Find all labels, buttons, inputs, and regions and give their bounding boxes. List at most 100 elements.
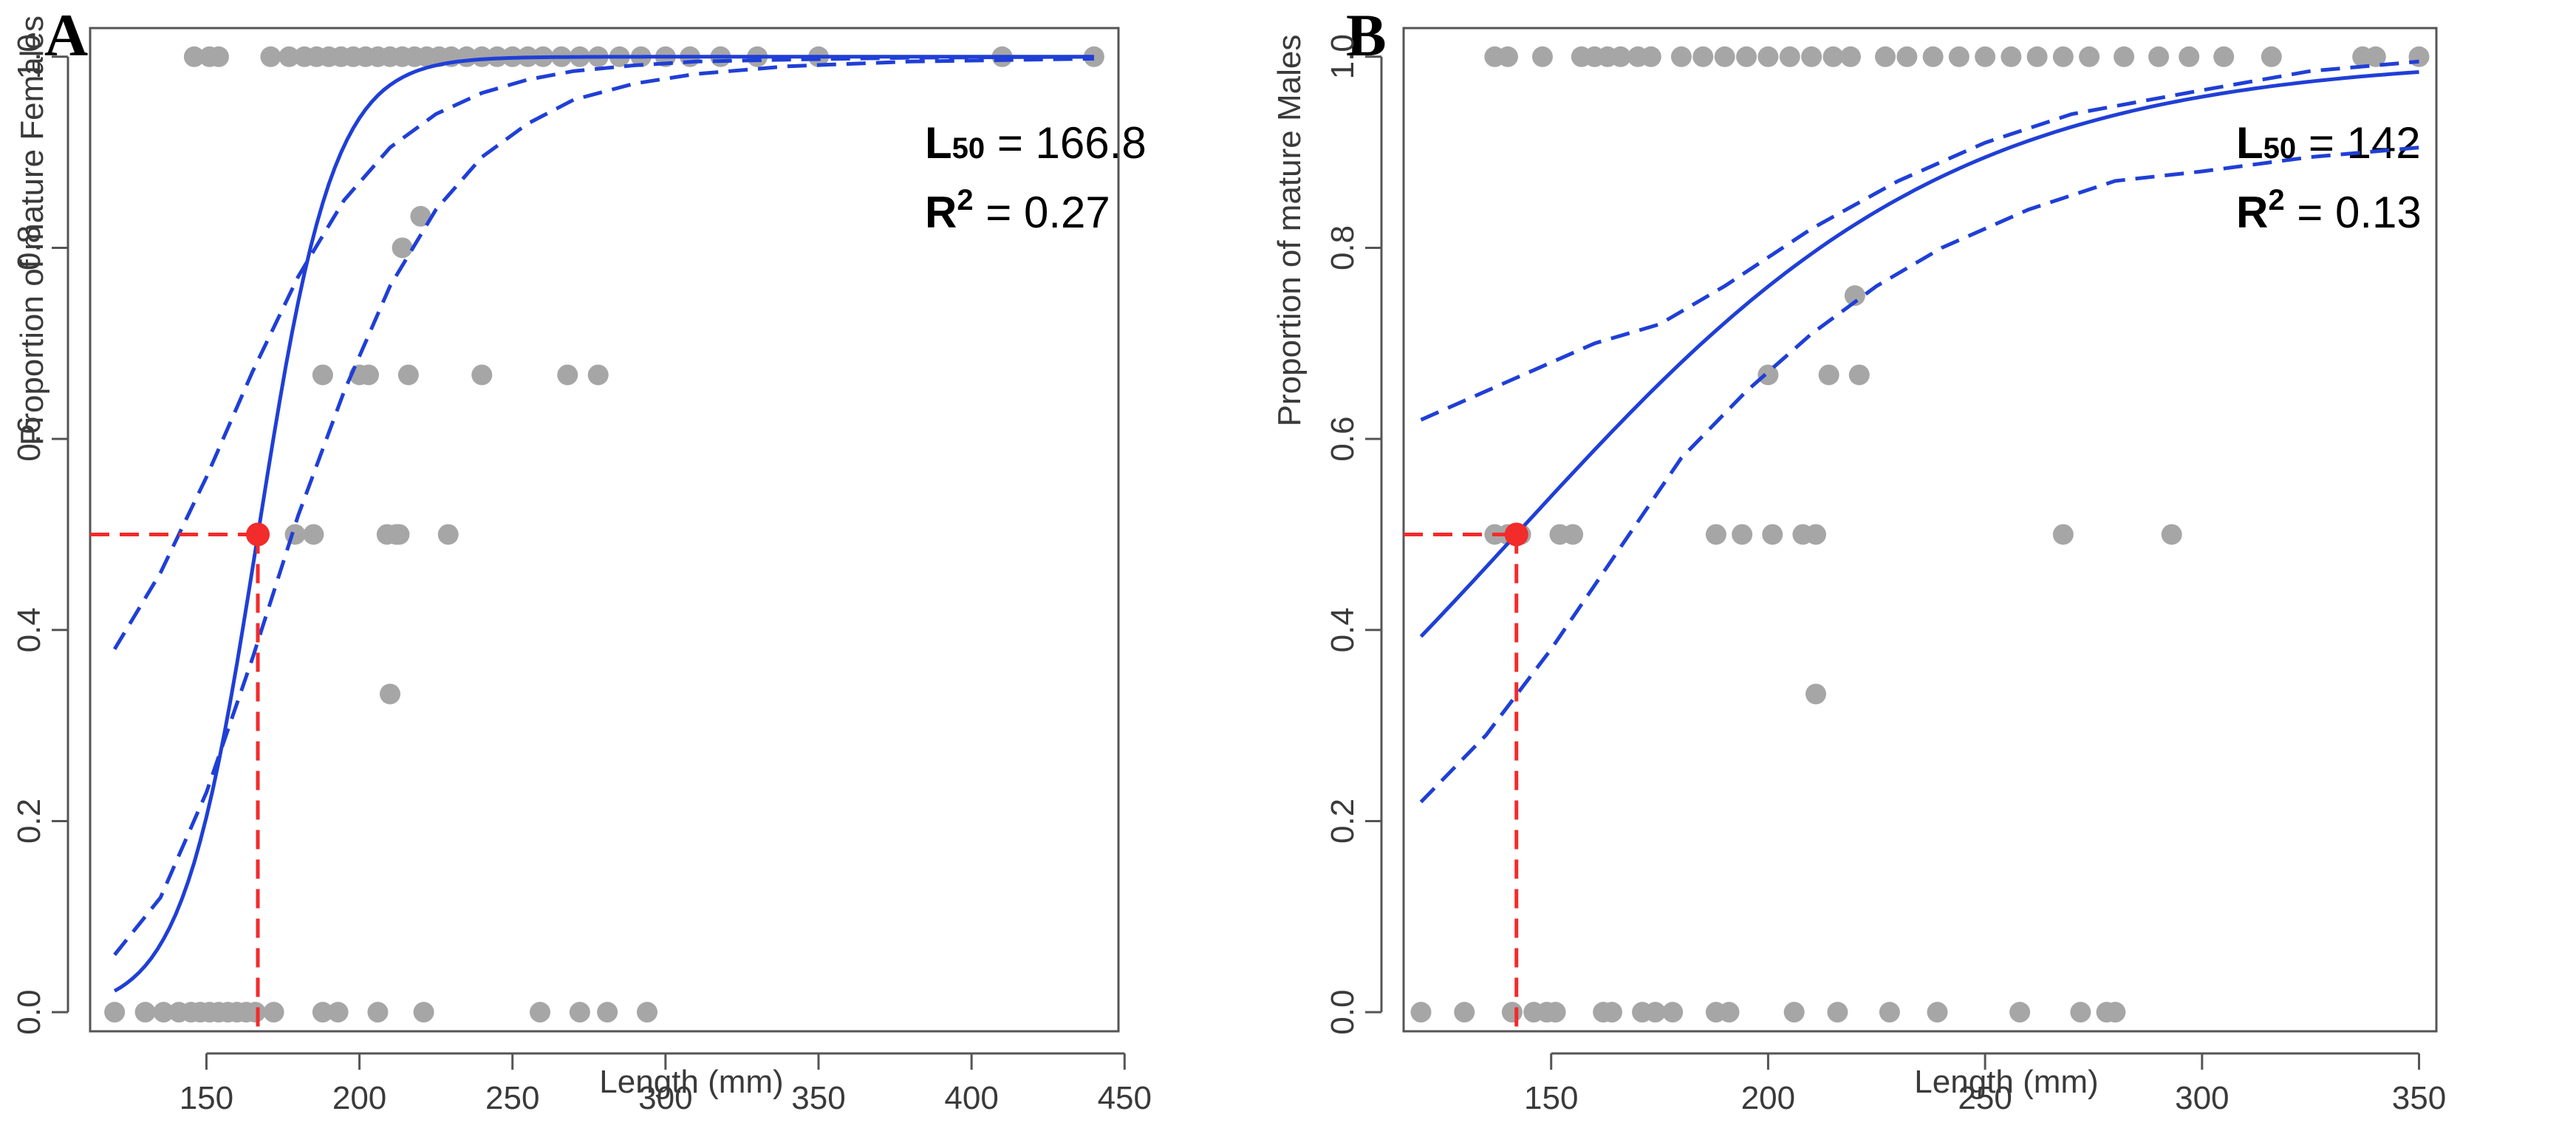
panel-b-data-point bbox=[1692, 46, 1714, 67]
panel-b-data-point bbox=[1714, 46, 1735, 67]
panel-a-x-tick-label: 150 bbox=[180, 1080, 233, 1116]
panel-a-data-point bbox=[413, 1002, 434, 1023]
panel-b-data-point bbox=[1879, 1002, 1900, 1023]
panel-a-data-point bbox=[587, 364, 609, 386]
panel-a-x-tick-label: 200 bbox=[332, 1080, 386, 1116]
panel-a-fitted-curve bbox=[113, 55, 1094, 993]
panel-b-data-point bbox=[1818, 364, 1839, 386]
panel-b-data-point bbox=[1975, 46, 1996, 67]
panel-a-y-tick-label: 0.4 bbox=[11, 607, 47, 652]
panel-b-y-axis-label: Proportion of mature Males bbox=[1271, 35, 1308, 427]
panel-b-data-point bbox=[2148, 46, 2170, 67]
panel-b-r2-symbol: R bbox=[2236, 188, 2268, 237]
panel-a-data-point bbox=[410, 205, 431, 227]
panel-b-data-point bbox=[1948, 46, 1969, 67]
panel-a-x-tick-label: 350 bbox=[791, 1080, 845, 1116]
panel-a-data-point bbox=[134, 1002, 156, 1023]
panel-b-y-tick-label: 0.4 bbox=[1325, 607, 1361, 652]
panel-a-y-tick-label: 1.0 bbox=[11, 34, 47, 79]
panel-b-data-point bbox=[1640, 46, 1661, 67]
panel-b-ci-upper-curve bbox=[1420, 59, 2419, 422]
panel-a: A Length (mm) Proportion of mature Femal… bbox=[11, 1, 1152, 1116]
panel-b-data-point bbox=[1670, 46, 1692, 67]
panel-a-data-point bbox=[557, 364, 578, 386]
panel-b-data-point bbox=[1757, 364, 1779, 386]
panel-b-data-point bbox=[1662, 1002, 1684, 1023]
panel-a-data-point bbox=[437, 524, 459, 545]
panel-b-plot-frame bbox=[1402, 27, 2438, 1033]
panel-a-data-point bbox=[530, 1002, 550, 1023]
panel-a-r2-value: = 0.27 bbox=[974, 188, 1110, 237]
panel-b-l50-symbol: L bbox=[2236, 118, 2264, 168]
panel-b-data-point bbox=[2052, 46, 2074, 67]
panel-a-data-point bbox=[312, 364, 333, 386]
panel-b-r2-superscript: 2 bbox=[2268, 184, 2284, 216]
panel-a-x-tick-label: 400 bbox=[944, 1080, 998, 1116]
panel-b-data-point bbox=[1827, 1002, 1848, 1023]
panel-a-plot-frame bbox=[89, 27, 1120, 1033]
panel-a-data-point bbox=[153, 1002, 174, 1023]
panel-b-data-point bbox=[1922, 46, 1944, 67]
panel-b-data-point bbox=[1801, 46, 1822, 67]
panel-a-data-point bbox=[327, 1002, 349, 1023]
panel-b-r2-annotation: R2 = 0.13 bbox=[2236, 184, 2422, 237]
panel-a-data-point bbox=[245, 1002, 266, 1023]
panel-b-data-point bbox=[1718, 1002, 1740, 1023]
panel-a-data-point bbox=[183, 46, 205, 67]
panel-a-y-axis-label: Proportion of mature Females bbox=[14, 16, 50, 445]
panel-a-r2-annotation: R2 = 0.27 bbox=[925, 184, 1110, 237]
panel-a-l50-value: = 166.8 bbox=[985, 118, 1147, 168]
panel-b-data-point bbox=[2261, 46, 2282, 67]
panel-b-y-tick-label: 0.2 bbox=[1325, 799, 1361, 844]
panel-b-data-point bbox=[2179, 46, 2200, 67]
panel-b-y-tick-label: 1.0 bbox=[1325, 34, 1361, 79]
panel-a-data-point bbox=[397, 364, 419, 386]
panel-b-data-point bbox=[2365, 46, 2386, 67]
panel-b-x-tick-label: 200 bbox=[1741, 1080, 1795, 1116]
panel-a-y-tick-label: 0.0 bbox=[11, 990, 47, 1035]
panel-b-x-tick-label: 150 bbox=[1524, 1080, 1578, 1116]
panel-b-data-point bbox=[2213, 46, 2235, 67]
panel-a-x-tick-label: 300 bbox=[638, 1080, 692, 1116]
panel-b-l50-point bbox=[1504, 522, 1528, 547]
panel-b-data-point bbox=[1875, 46, 1896, 67]
panel-b-ci-lower-curve bbox=[1419, 146, 2419, 804]
panel-b-data-point bbox=[1762, 524, 1783, 545]
panel-a-r2-superscript: 2 bbox=[957, 184, 973, 216]
panel-b-data-point bbox=[2105, 1002, 2126, 1023]
panel-b-data-point bbox=[1822, 46, 1844, 67]
panel-b-l50-value: = 142 bbox=[2296, 118, 2421, 168]
panel-a-data-point bbox=[392, 237, 413, 259]
panel-b-data-point bbox=[1454, 1002, 1475, 1023]
panel-b-data-point bbox=[1848, 364, 1870, 386]
panel-b-data-point bbox=[1562, 524, 1584, 545]
panel-b-data-point bbox=[2001, 46, 2022, 67]
panel-a-data-point bbox=[389, 524, 410, 545]
panel-b-data-point bbox=[1705, 524, 1726, 545]
panel-b-data-point bbox=[2114, 46, 2135, 67]
panel-b-data-point bbox=[2009, 1002, 2031, 1023]
panel-a-ci-lower-curve bbox=[113, 56, 1094, 957]
panel-b: B Length (mm) Proportion of mature Males… bbox=[1271, 1, 2446, 1116]
panel-b-data-point bbox=[1531, 46, 1553, 67]
panel-a-data-point bbox=[471, 46, 493, 67]
panel-b-y-tick-label: 0.8 bbox=[1325, 225, 1361, 270]
panel-a-data-point bbox=[358, 364, 379, 386]
panel-b-data-point bbox=[2079, 46, 2100, 67]
panel-b-data-point bbox=[1840, 46, 1862, 67]
panel-b-data-point bbox=[1501, 1002, 1523, 1023]
panel-b-x-tick-label: 300 bbox=[2175, 1080, 2229, 1116]
panel-b-data-point bbox=[1497, 46, 1518, 67]
panel-b-data-point bbox=[1783, 1002, 1805, 1023]
panel-a-data-point bbox=[263, 1002, 284, 1023]
panel-b-x-tick-label: 250 bbox=[1958, 1080, 2012, 1116]
panel-b-data-point bbox=[2161, 524, 2182, 545]
panel-a-data-point bbox=[208, 46, 229, 67]
panel-b-data-point bbox=[1410, 1002, 1432, 1023]
panel-a-r2-symbol: R bbox=[925, 188, 957, 237]
panel-a-l50-annotation: L50 = 166.8 bbox=[925, 118, 1147, 168]
panel-b-data-point bbox=[1601, 1002, 1622, 1023]
panel-a-data-point bbox=[637, 1002, 657, 1023]
panel-b-fitted-curve bbox=[1419, 70, 2419, 638]
panel-a-data-point bbox=[279, 46, 300, 67]
